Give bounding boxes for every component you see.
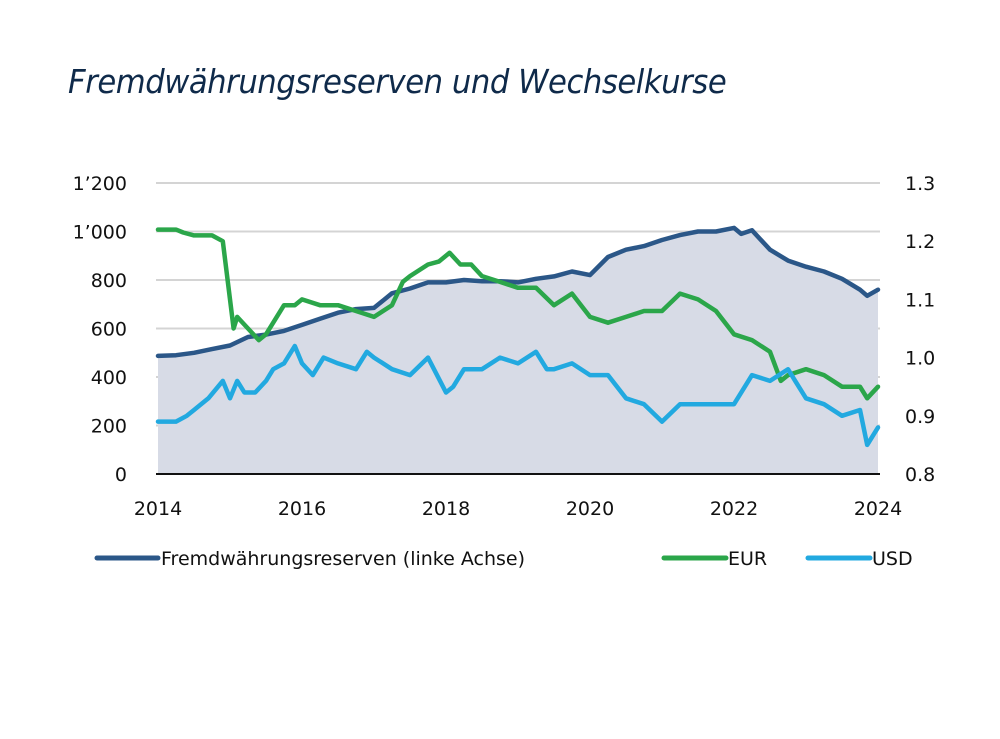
legend-label-eur: EUR xyxy=(728,548,767,570)
x-tick-label: 2022 xyxy=(710,498,758,520)
x-tick-label: 2024 xyxy=(854,498,902,520)
y-right-tick-label: 0.9 xyxy=(905,406,935,428)
y-right-tick-label: 1.1 xyxy=(905,289,935,311)
x-tick-label: 2018 xyxy=(422,498,470,520)
legend-label-reserves: Fremdwährungsreserven (linke Achse) xyxy=(161,548,525,570)
x-tick-label: 2020 xyxy=(566,498,614,520)
y-left-tick-label: 400 xyxy=(91,367,127,389)
y-right-tick-label: 0.8 xyxy=(905,464,935,486)
x-tick-label: 2014 xyxy=(134,498,182,520)
x-axis-ticks: 2014 2016 2018 2020 2022 2024 xyxy=(134,498,902,520)
eur-line xyxy=(155,227,881,401)
reserves-area xyxy=(158,227,878,474)
y-left-tick-label: 1’000 xyxy=(73,222,127,244)
y-left-tick-label: 600 xyxy=(91,319,127,341)
y-left-tick-label: 200 xyxy=(91,416,127,438)
legend: Fremdwährungsreserven (linke Achse) EUR … xyxy=(94,548,913,570)
reserves-area-fill xyxy=(158,227,878,474)
right-axis-ticks: 0.8 0.9 1.0 1.1 1.2 1.3 xyxy=(905,173,935,486)
reserves-line xyxy=(155,225,881,359)
y-right-tick-label: 1.0 xyxy=(905,348,935,370)
y-right-tick-label: 1.2 xyxy=(905,231,935,253)
x-tick-label: 2016 xyxy=(278,498,326,520)
series-lines xyxy=(155,225,881,448)
left-axis-ticks: 0 200 400 600 800 1’000 1’200 xyxy=(73,173,127,486)
y-left-tick-label: 800 xyxy=(91,270,127,292)
y-left-tick-label: 1’200 xyxy=(73,173,127,195)
legend-label-usd: USD xyxy=(872,548,913,570)
chart-title: Fremdwährungsreserven und Wechselkurse xyxy=(68,62,727,101)
usd-line xyxy=(155,343,881,448)
y-right-tick-label: 1.3 xyxy=(905,173,935,195)
y-left-tick-label: 0 xyxy=(115,464,127,486)
